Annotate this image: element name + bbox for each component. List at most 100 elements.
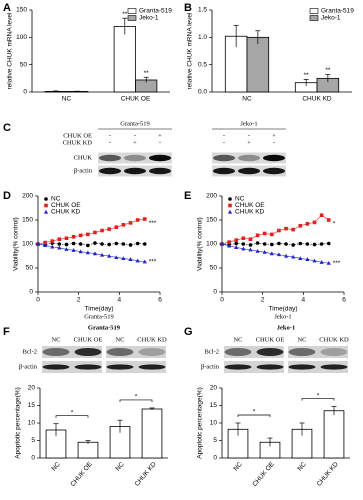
point	[248, 247, 253, 252]
blot-band	[99, 154, 121, 162]
blot-band	[238, 167, 260, 175]
blot-sign: -	[109, 139, 111, 146]
y-tick-label: 200	[22, 193, 33, 200]
point	[135, 241, 140, 246]
blot-band	[263, 154, 285, 162]
point	[107, 227, 111, 231]
blot-lane-label: CHUK OE	[256, 336, 285, 343]
point	[78, 242, 83, 246]
y-tick-label: 150	[22, 217, 33, 224]
y-tick-label: 0	[213, 289, 217, 296]
x-tick-label: CHUK KD	[302, 96, 332, 103]
x-tick-label: NC	[114, 461, 126, 473]
point	[100, 242, 104, 246]
y-tick-label: 50	[210, 265, 218, 272]
blot-band	[42, 364, 70, 370]
y-tick-label: 0	[23, 89, 27, 96]
bar	[113, 25, 136, 93]
legend-label: Jeko-1	[321, 15, 341, 22]
legend-marker	[43, 209, 49, 214]
blot-band	[106, 364, 134, 370]
panel-letter: A	[3, 2, 11, 14]
blot-group-label: Granta-519	[120, 120, 150, 127]
point	[248, 243, 253, 247]
point	[270, 242, 274, 247]
legend-marker	[227, 209, 233, 214]
blot-lane-label: NC	[233, 336, 242, 343]
point	[100, 228, 104, 233]
point	[71, 241, 76, 246]
point	[326, 261, 331, 265]
point	[234, 245, 239, 249]
point	[255, 241, 260, 245]
legend-label: NC	[235, 196, 245, 203]
blot-band	[320, 348, 348, 356]
legend-marker	[44, 203, 48, 208]
blot-band-label: β-actin	[19, 363, 38, 370]
blot-band	[99, 167, 121, 175]
point	[78, 233, 83, 238]
point	[128, 221, 133, 225]
significance: **	[122, 11, 128, 18]
blot-strip	[98, 152, 172, 164]
point	[270, 232, 274, 237]
point	[262, 249, 267, 254]
point	[43, 243, 48, 248]
subtitle: Jeko-1	[274, 313, 291, 320]
blot-sign: -	[273, 139, 275, 146]
x-tick-label: 0	[220, 297, 224, 304]
x-tick-label: NC	[232, 461, 244, 473]
blot-band-label: CHUK	[74, 154, 93, 161]
significance: *	[317, 392, 320, 399]
point	[35, 241, 41, 246]
panel-letter: D	[3, 190, 11, 202]
point	[319, 260, 324, 264]
blot-band	[138, 348, 166, 356]
point	[121, 223, 126, 227]
significance-bracket	[301, 398, 335, 401]
y-tick-label: 0	[31, 455, 35, 462]
point	[269, 251, 274, 256]
legend-label: CHUK OE	[51, 202, 81, 209]
legend-swatch	[309, 8, 319, 14]
blot-band-label: β-actin	[201, 363, 220, 370]
blot-sign: +	[272, 132, 276, 139]
point	[121, 256, 126, 260]
blot-lane-label: CHUK KD	[137, 336, 167, 343]
point	[326, 218, 331, 222]
blot-sign: -	[248, 132, 250, 139]
point	[85, 250, 90, 255]
significance: *	[333, 221, 336, 228]
x-tick-label: 0	[36, 297, 40, 304]
point	[326, 241, 331, 246]
y-tick-label: 200	[206, 193, 217, 200]
y-axis-label: Viability(% control)	[197, 217, 204, 271]
blot-band-label: β-actin	[74, 167, 93, 174]
legend-label: Granta-519	[139, 8, 172, 15]
blot-band	[106, 348, 134, 356]
blot-lane-label: NC	[115, 336, 124, 343]
significance: ***	[149, 258, 157, 265]
point	[71, 248, 76, 252]
point	[78, 249, 83, 254]
blot-band	[124, 167, 146, 175]
blot-band	[224, 348, 252, 356]
y-axis-label: Apoptotic percentage(%)	[197, 387, 204, 459]
legend-swatch	[309, 15, 319, 21]
y-tick-label: 20	[210, 385, 218, 392]
significance-bracket	[237, 414, 271, 417]
significance: **	[144, 70, 150, 77]
point	[298, 241, 303, 246]
blot-band	[138, 364, 166, 370]
series-line	[221, 243, 329, 264]
x-tick-label: 4	[118, 297, 122, 304]
point	[107, 253, 112, 258]
x-axis-label: Time(day)	[268, 306, 297, 313]
blot-band	[213, 167, 235, 175]
x-axis-label: Time(day)	[84, 306, 113, 313]
blot-sign: -	[109, 132, 111, 139]
point	[255, 249, 260, 253]
legend-marker	[228, 203, 232, 208]
panel-letter: G	[184, 326, 193, 338]
point	[64, 247, 69, 251]
